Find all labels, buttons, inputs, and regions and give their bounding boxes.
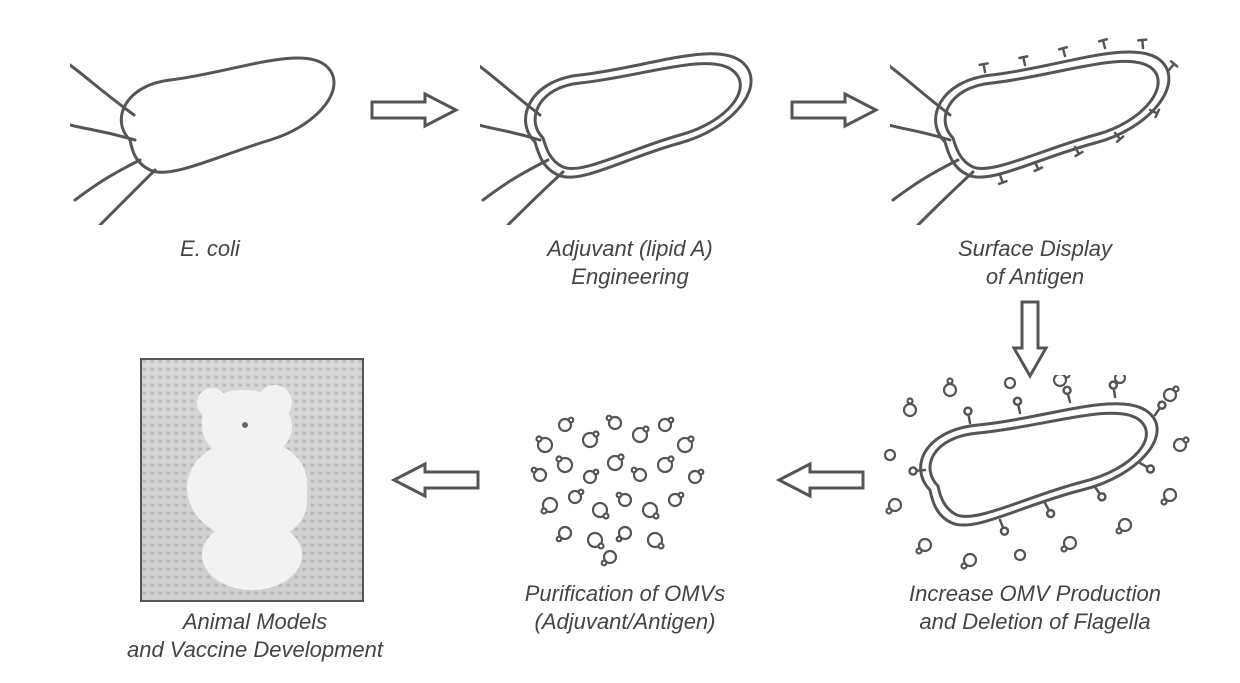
adjuvant-drawing bbox=[480, 30, 760, 225]
step-omv-increase bbox=[870, 375, 1190, 575]
step-animal bbox=[140, 358, 364, 602]
purification-drawing bbox=[495, 385, 745, 580]
diagram-canvas: E. coli Adjuvant (lipid A) Engineering bbox=[0, 0, 1240, 683]
arrow-5 bbox=[390, 460, 480, 500]
step-surface bbox=[890, 30, 1180, 225]
animal-photo bbox=[140, 358, 364, 602]
step-ecoli bbox=[70, 30, 350, 225]
ecoli-drawing bbox=[70, 30, 350, 225]
arrow-1 bbox=[370, 90, 460, 130]
caption-animal: Animal Models and Vaccine Development bbox=[127, 609, 383, 662]
caption-adjuvant: Adjuvant (lipid A) Engineering bbox=[547, 236, 712, 289]
surface-drawing bbox=[890, 30, 1180, 225]
caption-ecoli: E. coli bbox=[180, 236, 240, 261]
arrow-2 bbox=[790, 90, 880, 130]
caption-purification: Purification of OMVs (Adjuvant/Antigen) bbox=[525, 581, 726, 634]
arrow-3 bbox=[1010, 300, 1050, 380]
caption-omv-increase: Increase OMV Production and Deletion of … bbox=[909, 581, 1161, 634]
arrow-4 bbox=[775, 460, 865, 500]
caption-surface: Surface Display of Antigen bbox=[958, 236, 1112, 289]
omv-increase-drawing bbox=[870, 375, 1190, 575]
step-adjuvant bbox=[480, 30, 760, 225]
step-purification bbox=[495, 385, 745, 580]
